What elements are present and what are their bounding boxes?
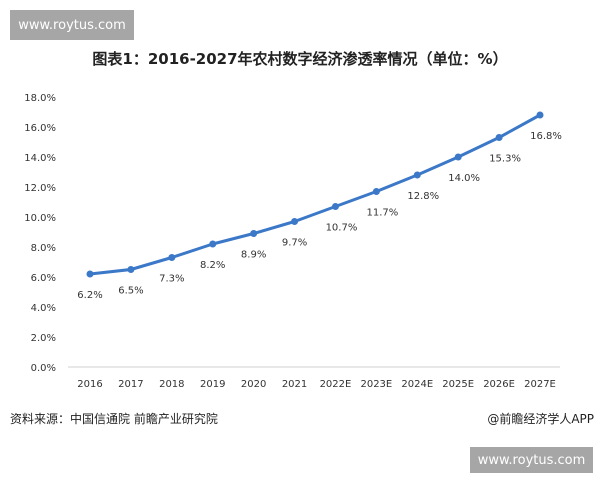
x-tick-label: 2022E xyxy=(320,379,352,390)
watermark-bottom: www.roytus.com xyxy=(470,447,593,473)
data-label: 6.2% xyxy=(77,290,102,301)
x-tick-label: 2018 xyxy=(159,379,184,390)
credit-note: @前瞻经济学人APP xyxy=(487,412,594,426)
x-tick-label: 2027E xyxy=(524,379,556,390)
y-tick-label: 12.0% xyxy=(24,183,56,194)
data-point xyxy=(209,240,217,248)
data-label: 7.3% xyxy=(159,274,184,285)
data-point xyxy=(495,134,503,141)
x-tick-label: 2023E xyxy=(360,379,392,390)
watermark-top: www.roytus.com xyxy=(10,10,134,40)
y-tick-label: 6.0% xyxy=(31,273,56,284)
chart-title: 图表1：2016-2027年农村数字经济渗透率情况（单位：%） xyxy=(92,50,508,68)
data-label: 14.0% xyxy=(448,173,480,184)
data-point xyxy=(536,111,544,119)
x-tick-label: 2025E xyxy=(442,379,474,390)
x-tick-label: 2017 xyxy=(118,379,143,390)
x-tick-label: 2016 xyxy=(77,379,102,390)
series-line xyxy=(89,113,541,276)
source-note: 资料来源：中国信通院 前瞻产业研究院 xyxy=(10,412,218,426)
y-tick-label: 10.0% xyxy=(24,213,56,224)
y-tick-label: 4.0% xyxy=(31,303,56,314)
data-point xyxy=(168,254,176,261)
y-tick-label: 0.0% xyxy=(31,363,56,374)
y-tick-label: 14.0% xyxy=(24,153,56,164)
x-tick-label: 2026E xyxy=(483,379,515,390)
data-label: 15.3% xyxy=(489,154,521,165)
data-point xyxy=(331,203,339,210)
x-tick-label: 2020 xyxy=(241,379,266,390)
y-tick-label: 18.0% xyxy=(24,93,56,104)
x-tick-label: 2019 xyxy=(200,379,225,390)
data-point xyxy=(454,153,462,161)
data-label: 10.7% xyxy=(326,223,358,234)
data-point xyxy=(372,188,380,195)
data-point xyxy=(250,230,258,237)
x-tick-label: 2021 xyxy=(282,379,307,390)
data-point xyxy=(291,218,299,225)
data-label: 6.5% xyxy=(118,286,143,297)
y-tick-label: 16.0% xyxy=(24,123,56,134)
data-label: 9.7% xyxy=(282,238,307,249)
data-label: 12.8% xyxy=(407,191,439,202)
data-point xyxy=(86,270,94,278)
x-tick-label: 2024E xyxy=(401,379,433,390)
y-tick-label: 8.0% xyxy=(31,243,56,254)
data-label: 8.9% xyxy=(241,250,266,261)
line-chart: 0.0% 2.0% 4.0% 6.0% 8.0% 10.0% 12.0% 14.0% 16.0%… xyxy=(24,93,562,390)
data-label: 16.8% xyxy=(530,131,562,142)
data-label: 8.2% xyxy=(200,260,225,271)
data-point xyxy=(127,266,135,273)
data-label: 11.7% xyxy=(366,208,398,219)
data-point xyxy=(413,171,421,179)
y-tick-label: 2.0% xyxy=(31,333,56,344)
